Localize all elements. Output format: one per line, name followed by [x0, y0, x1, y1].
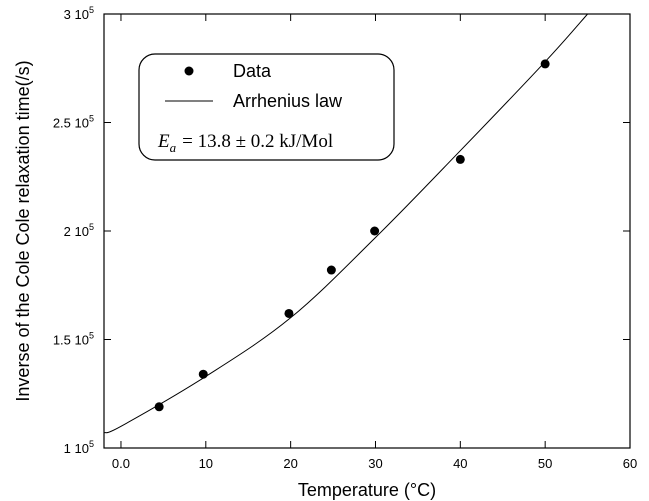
x-axis-label: Temperature (°C): [298, 480, 436, 500]
data-point: [284, 308, 294, 318]
legend-marker-data: [184, 66, 194, 76]
x-tick-label: 0.0: [112, 456, 130, 471]
arrhenius-fit-line: [103, 13, 588, 434]
y-tick-label: 1.5 105: [53, 331, 94, 348]
legend-label-data: Data: [233, 61, 272, 81]
x-tick-label: 60: [623, 456, 637, 471]
data-point: [455, 154, 465, 164]
x-tick-label: 40: [453, 456, 467, 471]
data-point: [540, 59, 550, 69]
data-point: [370, 226, 380, 236]
ea-subscript: a: [170, 140, 177, 155]
data-point: [326, 265, 336, 275]
y-axis-label: Inverse of the Cole Cole relaxation time…: [13, 60, 33, 401]
x-tick-label: 10: [199, 456, 213, 471]
y-tick-label: 1 105: [64, 439, 94, 456]
x-axis: 0.0 10 20 30 40 50 60: [112, 14, 637, 471]
y-tick-label: 2 105: [64, 222, 94, 239]
activation-energy-annotation: Ea = 13.8 ± 0.2 kJ/Mol: [157, 131, 333, 155]
legend-box: [138, 53, 395, 161]
series-layer: [103, 13, 588, 434]
legend-label-arrhenius: Arrhenius law: [233, 91, 343, 111]
data-point: [198, 369, 208, 379]
y-axis: 1 105 1.5 105 2 105 2.5 105 3 105: [53, 5, 630, 456]
x-tick-label: 20: [283, 456, 297, 471]
y-tick-label: 2.5 105: [53, 114, 94, 131]
data-point: [154, 402, 164, 412]
legend: Data Arrhenius law Ea = 13.8 ± 0.2 kJ/Mol: [138, 53, 395, 161]
ea-symbol: E: [157, 131, 170, 152]
x-tick-label: 30: [368, 456, 382, 471]
x-tick-label: 50: [538, 456, 552, 471]
y-tick-label: 3 105: [64, 5, 94, 22]
ea-value: = 13.8 ± 0.2 kJ/Mol: [182, 131, 333, 152]
